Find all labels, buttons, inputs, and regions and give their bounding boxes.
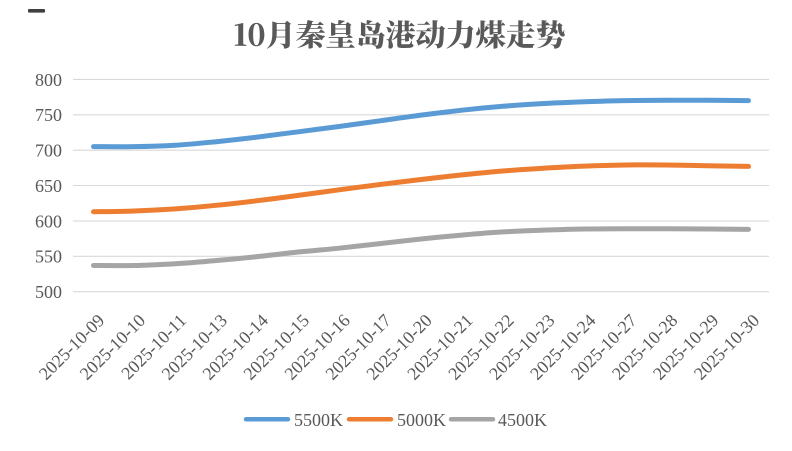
svg-text:550: 550 xyxy=(35,247,62,267)
svg-text:650: 650 xyxy=(35,176,62,196)
svg-text:750: 750 xyxy=(35,105,62,125)
svg-text:600: 600 xyxy=(35,211,62,231)
svg-text:5000K: 5000K xyxy=(397,410,446,430)
svg-text:4500K: 4500K xyxy=(498,410,547,430)
svg-text:800: 800 xyxy=(35,70,62,90)
svg-text:500: 500 xyxy=(35,282,62,302)
svg-text:5500K: 5500K xyxy=(294,410,343,430)
svg-text:700: 700 xyxy=(35,141,62,161)
